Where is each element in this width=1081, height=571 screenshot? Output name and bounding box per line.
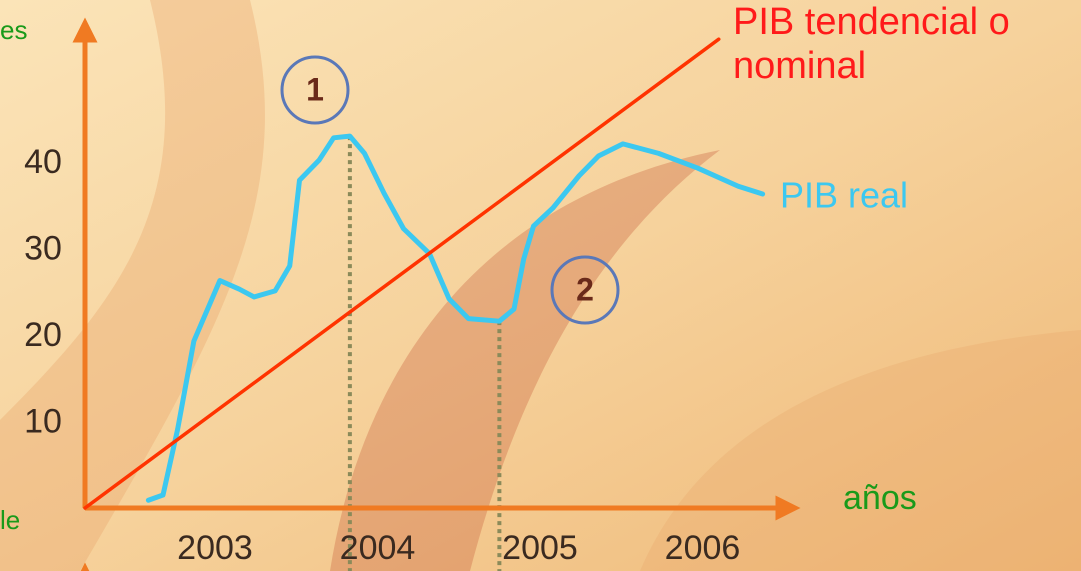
x-tick-label: 2005	[502, 529, 578, 567]
x-tick-label: 2003	[177, 529, 253, 567]
y-tick-label: 30	[24, 230, 62, 268]
y-tick-label: 20	[24, 316, 62, 354]
y-axis-label: es	[0, 15, 27, 45]
legend-label: PIB tendencial o nominal	[733, 0, 1033, 88]
y-tick-label: 40	[24, 143, 62, 181]
x-tick-label: 2004	[340, 529, 416, 567]
legend-label: PIB real	[780, 175, 908, 216]
page: {"chart_data": { "type": "line", "y_labe…	[0, 0, 1081, 571]
annotation-label: 1	[306, 71, 324, 107]
y-tick-label: 10	[24, 402, 62, 440]
annotation-label: 2	[576, 271, 594, 307]
x-tick-label: 2006	[665, 529, 741, 567]
y-axis-label: le	[0, 505, 20, 535]
x-axis-label: años	[843, 479, 917, 517]
